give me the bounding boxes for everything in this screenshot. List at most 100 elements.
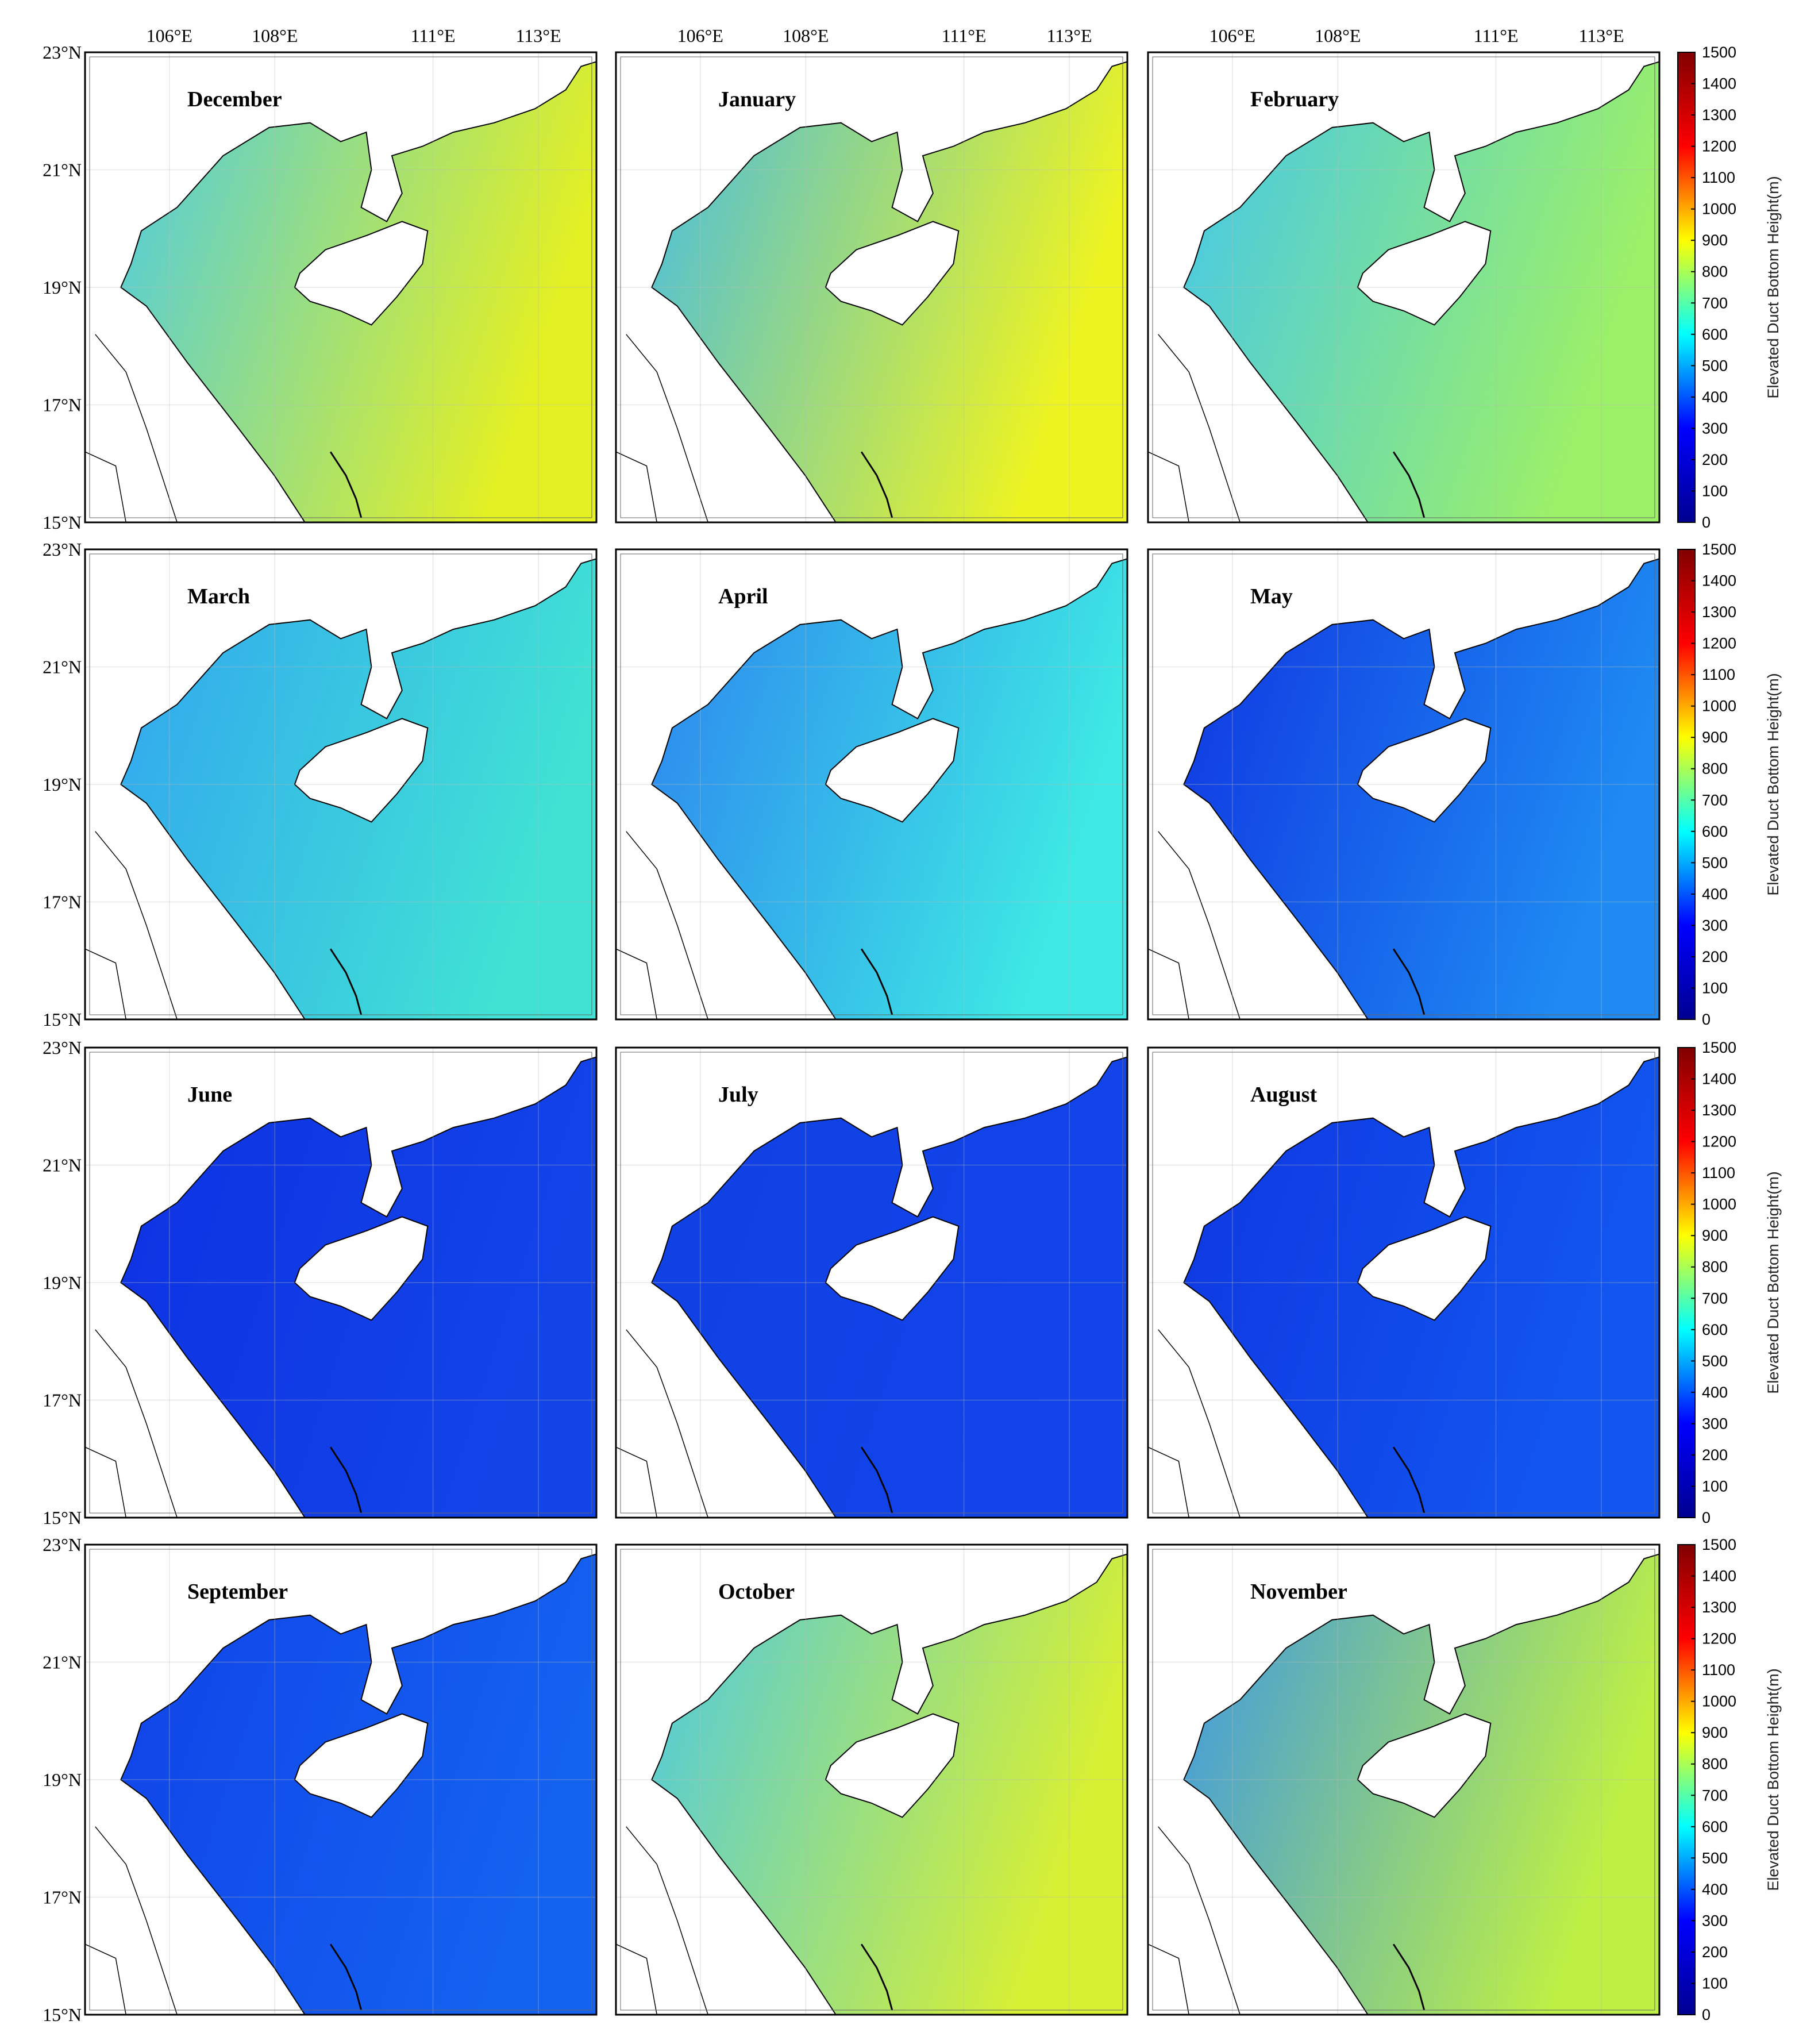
colorbar-tick-label: 300 <box>1702 1415 1728 1432</box>
colorbar-tick-label: 800 <box>1702 1258 1728 1276</box>
colorbar-tick-label: 400 <box>1702 388 1728 406</box>
y-tick-label: 23°N <box>43 1037 82 1058</box>
colorbar-tick-label: 700 <box>1702 1289 1728 1307</box>
land <box>84 1544 597 2015</box>
border <box>626 1826 708 2015</box>
land <box>1147 1047 1660 1518</box>
panel-frame <box>84 1046 598 1519</box>
colorbar-tick-label: 400 <box>1702 886 1728 903</box>
colorbar-tick-label: 400 <box>1702 1881 1728 1898</box>
boundary-line <box>860 948 893 1015</box>
y-tick-label: 19°N <box>43 1769 82 1790</box>
border <box>615 1943 657 2015</box>
x-tick-label: 106°E <box>677 25 723 46</box>
land <box>1147 1544 1660 2015</box>
colorbar-tick-label: 900 <box>1702 729 1728 746</box>
border <box>1147 1943 1189 2015</box>
x-tick-label: 106°E <box>147 25 192 46</box>
x-tick-label: 111°E <box>411 25 456 46</box>
colorbar-tick-label: 200 <box>1702 1943 1728 1961</box>
colorbar-tick-label: 200 <box>1702 1446 1728 1464</box>
border <box>1147 948 1189 1020</box>
colorbar-tick-label: 300 <box>1702 917 1728 934</box>
y-tick-label: 19°N <box>43 1272 82 1293</box>
x-tick-label: 108°E <box>252 25 298 46</box>
colorbar-tick-label: 1100 <box>1702 169 1735 186</box>
land <box>1147 549 1660 1020</box>
colorbar-tick-label: 100 <box>1702 979 1728 996</box>
hainan-island <box>294 221 429 326</box>
panel-frame <box>615 1543 1128 2016</box>
border <box>1158 831 1241 1020</box>
land <box>615 52 1128 523</box>
border <box>615 948 657 1020</box>
colorbar-tick-label: 1400 <box>1702 1568 1736 1585</box>
colorbar-tick-label: 900 <box>1702 1227 1728 1244</box>
panel-frame-inner <box>1152 1549 1655 2011</box>
hainan-island <box>825 718 960 823</box>
colorbar-tick-label: 1500 <box>1702 541 1736 558</box>
y-tick-label: 15°N <box>43 1507 82 1528</box>
colorbar-tick-label: 100 <box>1702 482 1728 499</box>
panel-frame <box>1147 51 1661 523</box>
panel-frame <box>84 51 598 523</box>
boundary-line <box>329 1446 363 1514</box>
panel-title: April <box>718 584 768 609</box>
colorbar-tick-label: 800 <box>1702 760 1728 777</box>
y-tick-label: 19°N <box>43 277 82 298</box>
colorbar <box>1677 1047 1696 1518</box>
land <box>615 1047 1128 1518</box>
panel-frame <box>615 548 1128 1021</box>
colorbar-tick-label: 900 <box>1702 232 1728 249</box>
panel-frame-inner <box>1152 56 1655 518</box>
panel-title: November <box>1250 1580 1347 1604</box>
border <box>1158 1826 1241 2015</box>
panel-frame-inner <box>89 56 592 518</box>
boundary-line <box>329 451 363 518</box>
hainan-island <box>294 1216 429 1321</box>
colorbar-tick-label: 1200 <box>1702 635 1736 652</box>
panel-frame-inner <box>89 553 592 1015</box>
panel-frame <box>1147 1046 1661 1519</box>
border <box>1147 1446 1189 1518</box>
colorbar-tick-label: 1000 <box>1702 1196 1736 1213</box>
hainan-island <box>1357 718 1492 823</box>
y-tick-label: 21°N <box>43 1652 82 1673</box>
y-tick-label: 15°N <box>43 512 82 533</box>
panel-title: December <box>187 87 282 111</box>
panel-frame-inner <box>89 1052 592 1514</box>
border <box>95 1826 178 2015</box>
colorbar-tick-label: 1000 <box>1702 201 1736 218</box>
border <box>95 1329 178 1518</box>
y-tick-label: 23°N <box>43 42 82 63</box>
colorbar-tick-label: 1100 <box>1702 1164 1735 1181</box>
colorbar-tick-label: 1300 <box>1702 1102 1736 1119</box>
panel-title: June <box>187 1083 232 1107</box>
panel-frame-inner <box>620 1052 1123 1514</box>
panel-frame <box>84 548 598 1021</box>
boundary-line <box>1392 948 1426 1015</box>
border <box>626 334 708 523</box>
colorbar-tick-label: 0 <box>1702 1509 1711 1526</box>
colorbar-tick-label: 1500 <box>1702 1536 1736 1553</box>
y-tick-label: 17°N <box>43 395 82 415</box>
boundary-line <box>860 1446 893 1514</box>
colorbar-tick-label: 800 <box>1702 263 1728 280</box>
panel-frame <box>1147 1543 1661 2016</box>
colorbar-tick-label: 600 <box>1702 326 1728 343</box>
colorbar-tick-label: 1500 <box>1702 1039 1736 1056</box>
panel-title: August <box>1250 1083 1317 1107</box>
border <box>626 831 708 1020</box>
border <box>615 1446 657 1518</box>
land <box>84 52 597 523</box>
land <box>615 1544 1128 2015</box>
panel-title: September <box>187 1580 288 1604</box>
colorbar-tick-label: 1300 <box>1702 603 1736 621</box>
colorbar-tick-label: 500 <box>1702 357 1728 374</box>
colorbar-tick-label: 500 <box>1702 1849 1728 1866</box>
colorbar-tick-label: 1400 <box>1702 75 1736 93</box>
boundary-line <box>329 1943 363 2011</box>
land <box>84 1047 597 1518</box>
colorbar-label: Elevated Duct Bottom Height(m) <box>1765 1668 1782 1891</box>
